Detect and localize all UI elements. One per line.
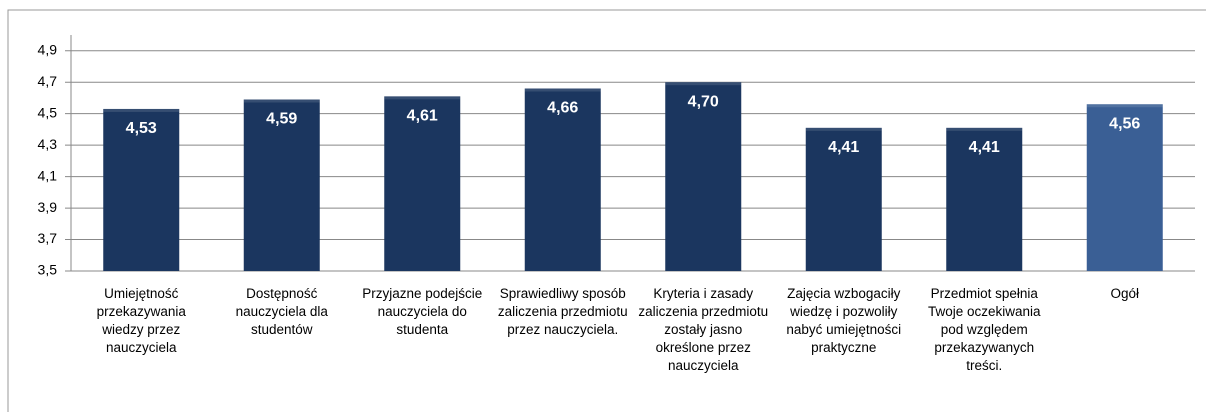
data-label: 4,61 [407, 108, 438, 125]
bar-highlight [946, 127, 1023, 131]
y-tick-label: 4,9 [38, 41, 58, 57]
x-tick-label: Ogół [1110, 286, 1140, 301]
bar [665, 82, 742, 271]
bar [946, 127, 1023, 272]
bar-highlight [665, 82, 742, 86]
data-label: 4,56 [1109, 115, 1140, 132]
x-tick-label: Sprawiedliwy sposób zaliczenia przedmiot… [497, 286, 628, 337]
data-label: 4,53 [126, 120, 157, 137]
frame [7, 9, 1206, 412]
bar [805, 127, 882, 272]
y-tick-label: 4,1 [38, 167, 58, 183]
x-tick-label: Zajęcia wzbogaciły wiedzę i pozwoliły na… [786, 286, 902, 355]
bar-highlight [243, 99, 320, 103]
y-tick-label: 3,9 [38, 199, 58, 215]
bar-highlight [103, 108, 180, 112]
y-tick-label: 4,5 [38, 104, 58, 120]
x-tick-label: Kryteria i zasady zaliczenia przedmiotu … [638, 286, 769, 373]
data-label: 4,59 [266, 111, 297, 128]
x-tick-label: Umiejętność przekazywania wiedzy przez n… [96, 286, 186, 355]
x-tick-label: Przyjazne podejście nauczyciela do stude… [362, 286, 483, 337]
y-tick-label: 4,7 [38, 73, 58, 89]
x-tick-label: Przedmiot spełnia Twoje oczekiwania pod … [927, 286, 1041, 373]
y-tick-label: 4,3 [38, 136, 58, 152]
bar [103, 108, 180, 272]
data-label: 4,41 [969, 139, 1000, 156]
bar [1086, 104, 1163, 271]
bar-highlight [524, 88, 601, 92]
data-label: 4,66 [547, 100, 578, 117]
y-tick-label: 3,5 [38, 262, 58, 278]
data-label: 4,41 [828, 139, 859, 156]
bar-highlight [384, 96, 461, 100]
bar [524, 88, 601, 271]
bar-highlight [1086, 104, 1163, 108]
x-tick-label: Dostępność nauczyciela dla studentów [235, 286, 328, 337]
bar [384, 96, 461, 271]
bar [243, 99, 320, 271]
data-label: 4,70 [688, 93, 719, 110]
bar-highlight [805, 127, 882, 131]
y-tick-label: 3,7 [38, 230, 58, 246]
